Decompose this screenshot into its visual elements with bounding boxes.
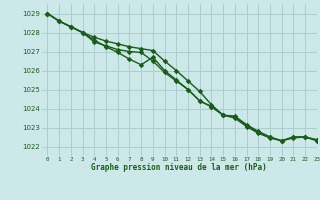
X-axis label: Graphe pression niveau de la mer (hPa): Graphe pression niveau de la mer (hPa) bbox=[91, 163, 267, 172]
